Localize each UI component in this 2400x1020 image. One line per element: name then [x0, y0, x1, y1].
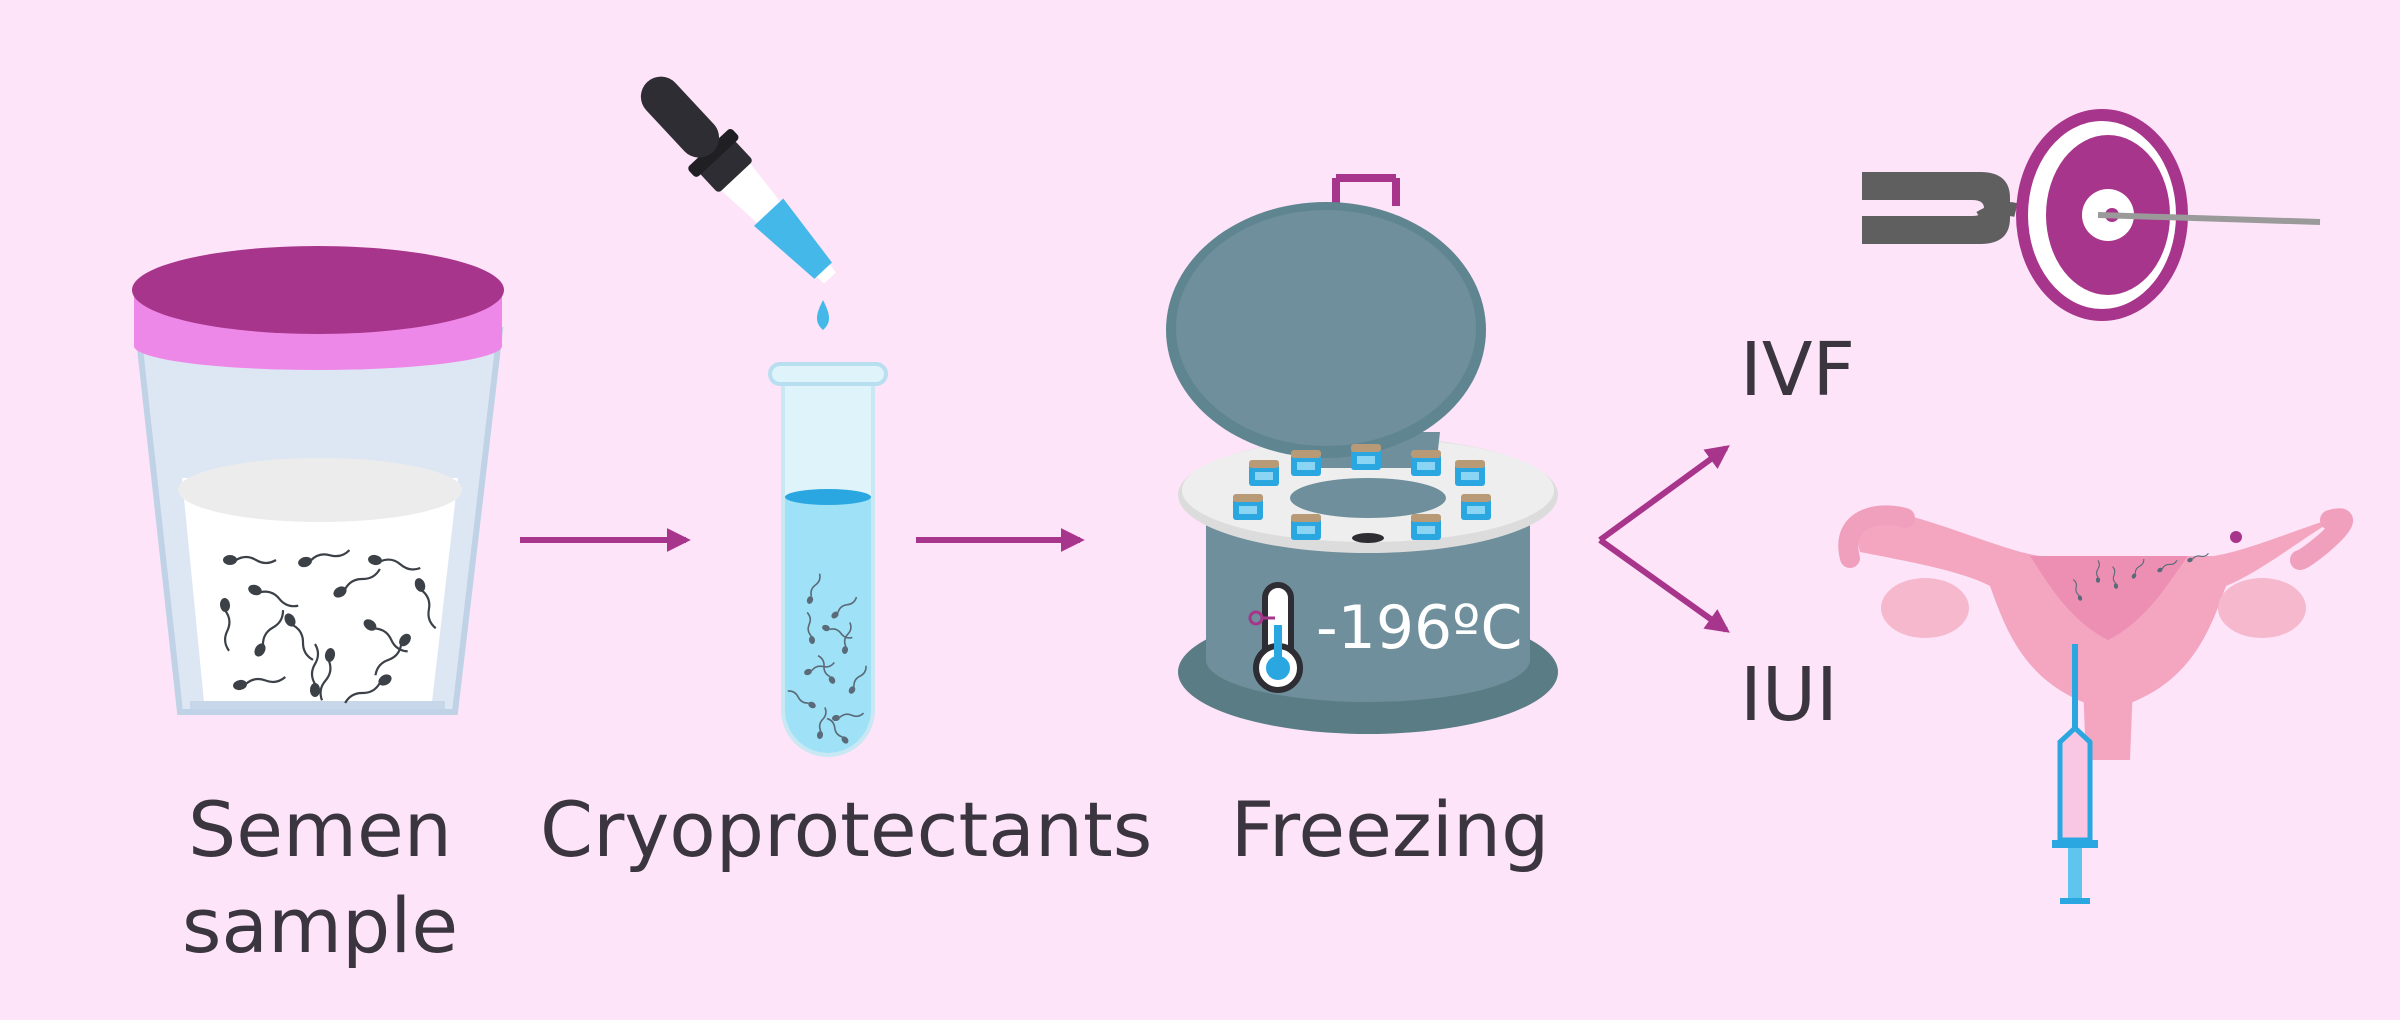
dropper-icon — [640, 76, 836, 330]
label-semen-line1: Semen — [188, 785, 452, 874]
uterus-icon — [1838, 505, 2354, 760]
icsi-icon — [1862, 109, 2321, 321]
label-iui: IUI — [1740, 652, 1838, 738]
thermometer-icon — [1248, 582, 1303, 693]
temperature-label: -196ºC — [1316, 593, 1522, 663]
split-arrows — [1598, 445, 1730, 633]
label-semen-line2: sample — [181, 881, 459, 970]
arrow-to-ivf — [1598, 445, 1730, 543]
cryo-tank-icon: -196ºC — [1166, 174, 1558, 734]
semen-cup-icon — [132, 246, 504, 715]
label-ivf: IVF — [1740, 327, 1856, 413]
arrow-to-iui — [1598, 537, 1730, 633]
syringe-icon — [2052, 644, 2098, 904]
label-semen-sample: Semen sample — [150, 782, 490, 974]
label-freezing: Freezing — [1230, 785, 1550, 874]
label-cryoprotectants: Cryoprotectants — [540, 785, 1153, 874]
test-tube-icon — [768, 362, 888, 757]
